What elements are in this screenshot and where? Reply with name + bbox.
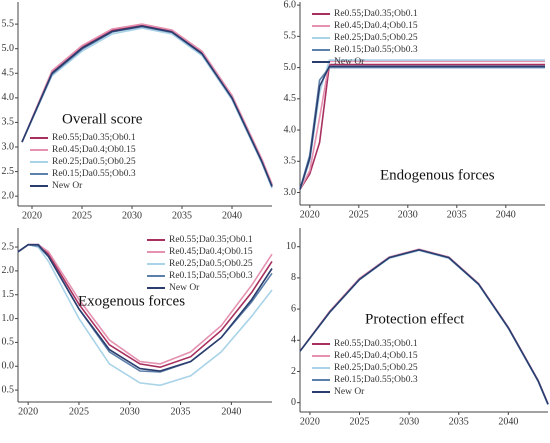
x-tick-label: 2035 — [171, 406, 191, 417]
legend-label: Re0.15;Da0.55;Ob0.3 — [52, 169, 136, 179]
series-line — [299, 59, 545, 190]
y-tick-label: 2 — [291, 366, 296, 377]
x-tick-label: 2020 — [300, 416, 320, 427]
annotation: Exogenous forces — [78, 293, 185, 309]
legend-label: Re0.55;Da0.35;Ob0.1 — [52, 133, 136, 143]
legend-label: Re0.15;Da0.55;Ob0.3 — [334, 375, 418, 385]
legend-label: Re0.45;Da0.4;Ob0.15 — [334, 21, 418, 31]
y-tick-label: 0.5 — [2, 337, 15, 348]
legend-label: New Or — [334, 57, 365, 67]
y-tick-label: 4.5 — [284, 93, 297, 104]
y-tick-label: 2.0 — [2, 190, 15, 201]
y-tick-label: 4.0 — [284, 124, 297, 135]
x-tick-label: 2030 — [398, 209, 418, 220]
x-tick-label: 2035 — [447, 209, 467, 220]
x-tick-label: 2040 — [221, 406, 241, 417]
y-tick-label: 3.5 — [2, 117, 15, 128]
series-line — [21, 25, 273, 187]
legend-label: Re0.55;Da0.35;Ob0.1 — [169, 235, 253, 245]
y-tick-label: 4.0 — [2, 92, 15, 103]
x-tick-label: 2025 — [349, 209, 369, 220]
x-tick-label: 2040 — [498, 416, 518, 427]
y-tick-label: 0.5 — [2, 384, 15, 395]
x-tick-label: 2020 — [300, 209, 320, 220]
y-tick-label: 1.5 — [2, 289, 15, 300]
legend-label: New Or — [334, 387, 365, 397]
x-tick-label: 2035 — [172, 210, 192, 221]
legend-label: Re0.25;Da0.5;Ob0.25 — [334, 363, 418, 373]
y-tick-label: 6 — [291, 303, 296, 314]
series-line — [17, 243, 273, 372]
x-tick-label: 2020 — [18, 406, 38, 417]
legend-label: Re0.55;Da0.35;Ob0.1 — [334, 339, 418, 349]
annotation: Endogenous forces — [380, 167, 495, 183]
legend-label: Re0.15;Da0.55;Ob0.3 — [169, 271, 253, 281]
series-line — [17, 243, 273, 387]
legend-label: Re0.45;Da0.4;Ob0.15 — [169, 247, 253, 257]
x-tick-label: 2040 — [496, 209, 516, 220]
x-tick-label: 2030 — [122, 210, 142, 221]
y-tick-label: 4 — [291, 335, 296, 346]
y-tick-label: 1.0 — [2, 313, 15, 324]
x-tick-label: 2025 — [72, 210, 92, 221]
x-tick-label: 2025 — [350, 416, 370, 427]
legend-label: New Or — [52, 181, 83, 191]
legend-label: Re0.25;Da0.5;Ob0.25 — [52, 157, 136, 167]
legend-label: Re0.55;Da0.35;Ob0.1 — [334, 9, 418, 19]
annotation: Overall score — [62, 111, 143, 127]
y-tick-label: 3.5 — [284, 156, 297, 167]
legend-label: New Or — [169, 283, 200, 293]
y-tick-label: 8 — [291, 272, 296, 283]
y-tick-label: 0 — [291, 397, 296, 408]
x-tick-label: 2035 — [449, 416, 469, 427]
y-tick-label: 4.5 — [2, 68, 15, 79]
y-tick-label: 2.0 — [2, 265, 15, 276]
y-tick-label: 5.5 — [2, 18, 15, 29]
y-tick-label: 2.5 — [2, 166, 15, 177]
x-tick-label: 2040 — [222, 210, 242, 221]
legend-label: Re0.15;Da0.55;Ob0.3 — [334, 45, 418, 55]
x-tick-label: 2020 — [22, 210, 42, 221]
y-tick-label: 3.0 — [2, 141, 15, 152]
y-tick-label: 5.5 — [284, 31, 297, 42]
series-line — [299, 65, 545, 190]
x-tick-label: 2025 — [69, 406, 89, 417]
legend-label: Re0.45;Da0.4;Ob0.15 — [52, 145, 136, 155]
series-line — [21, 23, 273, 185]
legend-label: Re0.45;Da0.4;Ob0.15 — [334, 351, 418, 361]
y-tick-label: 5.0 — [2, 43, 15, 54]
legend-label: Re0.25;Da0.5;Ob0.25 — [334, 33, 418, 43]
y-tick-label: 2.5 — [2, 241, 15, 252]
annotation: Protection effect — [365, 311, 465, 327]
y-tick-label: 3.0 — [284, 187, 297, 198]
y-tick-label: 10 — [286, 241, 296, 252]
y-tick-label: 5.0 — [284, 62, 297, 73]
y-tick-label: 0.0 — [2, 361, 15, 372]
x-tick-label: 2030 — [120, 406, 140, 417]
series-line — [299, 248, 549, 405]
y-tick-label: 6.0 — [284, 0, 297, 10]
x-tick-label: 2030 — [399, 416, 419, 427]
legend-label: Re0.25;Da0.5;Ob0.25 — [169, 259, 253, 269]
